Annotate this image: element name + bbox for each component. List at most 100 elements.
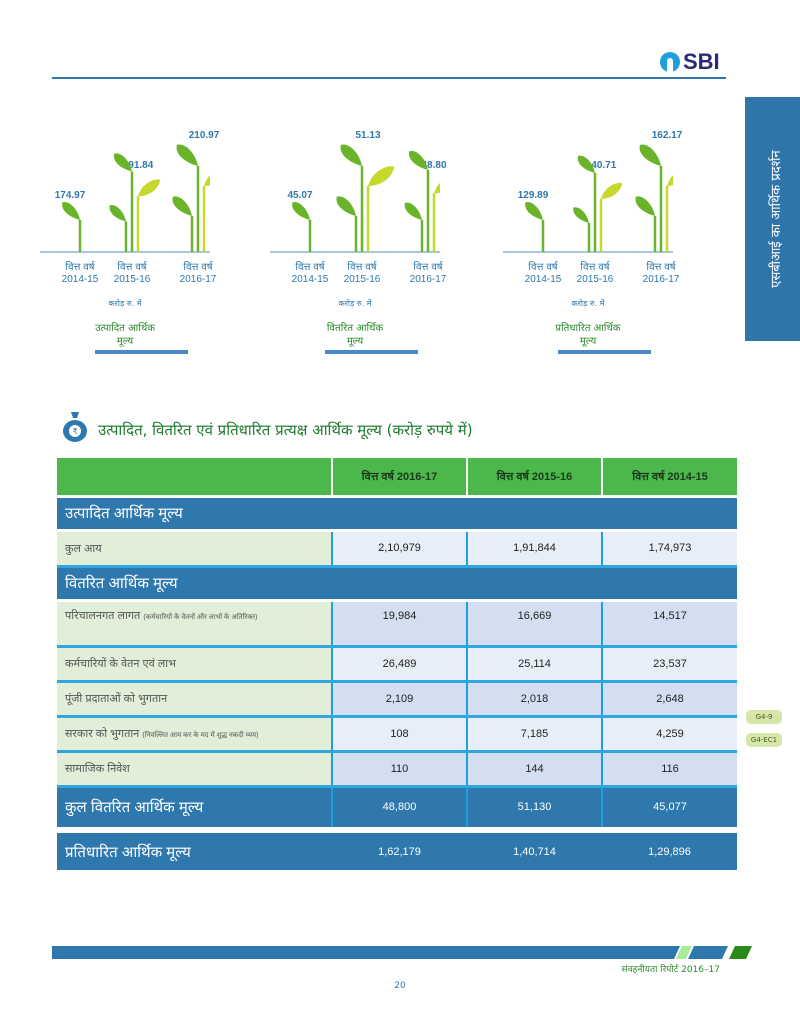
value-label: 140.71	[585, 160, 617, 171]
year-label: 2014-15	[291, 274, 329, 285]
section-generated: उत्पादित आर्थिक मूल्य	[57, 496, 737, 532]
leaf	[204, 175, 210, 186]
section-distributed: वितरित आर्थिक मूल्य	[57, 566, 737, 602]
page-number: 20	[394, 981, 406, 991]
plant-mark-2016-17	[404, 150, 440, 252]
plant-mark-2014-15	[62, 202, 82, 252]
leaf	[525, 202, 543, 220]
cell: 23,537	[602, 646, 737, 683]
plant-graphic	[270, 144, 440, 253]
year-label: 2016-17	[409, 274, 447, 285]
plant-mark-2016-17	[172, 144, 210, 252]
year-prefix: वित्त वर्ष	[528, 262, 558, 273]
value-label: 51.13	[355, 130, 381, 141]
year-prefix: वित्त वर्ष	[183, 262, 213, 273]
table-header-row: वित्त वर्ष 2016-17 वित्त वर्ष 2015-16 वि…	[57, 458, 737, 498]
section-row: वितरित आर्थिक मूल्य	[57, 566, 737, 602]
side-tab-label: एसबीआई का आर्थिक प्रदर्शन	[769, 150, 784, 288]
plant-graphic	[503, 144, 673, 253]
plant-graphic	[40, 144, 210, 253]
leaf	[109, 205, 126, 222]
cell: 2,10,979	[332, 530, 468, 568]
plant-mark-2015-16	[336, 144, 395, 252]
side-tab: एसबीआई का आर्थिक प्रदर्शन	[745, 97, 800, 341]
row-label-text: सरकार को भुगतान	[65, 728, 140, 740]
leaf	[138, 179, 161, 197]
unit-label: करोड़ रु. में	[108, 299, 142, 308]
cell: 16,669	[467, 600, 603, 648]
leaf	[635, 196, 655, 216]
plant-mark-2015-16	[109, 153, 161, 252]
header-rule	[52, 77, 726, 79]
year-tick: वित्त वर्ष 2015-16	[570, 262, 620, 286]
year-tick: वित्त वर्ष 2015-16	[337, 262, 387, 286]
retained-row: प्रतिधारित आर्थिक मूल्य 1,62,179 1,40,71…	[57, 827, 737, 870]
year-label: 2016-17	[179, 274, 217, 285]
row-label: सरकार को भुगतान (निवल्लित आय कर के मद मे…	[57, 716, 333, 753]
section-row: उत्पादित आर्थिक मूल्य	[57, 496, 737, 532]
row-label: प्रतिधारित आर्थिक मूल्य	[57, 827, 332, 870]
chart-title: प्रतिधारित आर्थिक मूल्य	[555, 323, 621, 347]
table-row: पूंजी प्रदाताओं को भुगतान 2,109 2,018 2,64…	[57, 681, 737, 718]
economic-value-table: वित्त वर्ष 2016-17 वित्त वर्ष 2015-16 वि…	[57, 458, 737, 870]
svg-text:₹: ₹	[72, 427, 77, 436]
sbi-logo: SBI	[660, 48, 720, 76]
cell: 1,29,896	[602, 827, 737, 870]
leaf	[667, 175, 673, 186]
table-row: सामाजिक निवेश 110 144 116	[57, 751, 737, 788]
logo-text: SBI	[683, 49, 720, 74]
row-label: कुल वितरित आर्थिक मूल्य	[57, 786, 333, 832]
year-prefix: वित्त वर्ष	[65, 262, 95, 273]
value-label: 210.97	[188, 130, 220, 141]
year-label: 2015-16	[576, 274, 614, 285]
cell: 2,648	[602, 681, 737, 718]
value-label: 48.80	[421, 160, 447, 171]
leaf	[340, 144, 362, 166]
header-2014-15: वित्त वर्ष 2014-15	[602, 458, 737, 498]
gri-tag: G4-9	[746, 710, 782, 724]
leaf	[176, 144, 198, 166]
row-label-text: परिचालनगत लागत	[65, 609, 141, 622]
year-tick: वित्त वर्ष 2014-15	[55, 262, 105, 286]
cell: 25,114	[467, 646, 603, 683]
year-tick: वित्त वर्ष 2016-17	[403, 262, 453, 286]
cell: 14,517	[602, 600, 737, 648]
sbi-keyhole-icon	[660, 52, 680, 72]
leaf	[172, 196, 192, 216]
cell: 48,800	[332, 786, 468, 832]
year-label: 2014-15	[61, 274, 99, 285]
cell: 110	[332, 751, 468, 788]
leaf	[292, 202, 310, 220]
row-label: सामाजिक निवेश	[57, 751, 333, 788]
year-prefix: वित्त वर्ष	[580, 262, 610, 273]
year-label: 2015-16	[113, 274, 151, 285]
leaf	[368, 166, 395, 186]
title-underline	[95, 350, 188, 354]
cell: 19,984	[332, 600, 468, 648]
money-bag-icon: ₹	[63, 412, 87, 442]
table-row: परिचालनगत लागत (कर्मचारियों के वेतनों और…	[57, 600, 737, 648]
value-label: 162.17	[651, 130, 683, 141]
cell: 2,109	[332, 681, 468, 718]
leaf	[434, 183, 440, 194]
year-prefix: वित्त वर्ष	[295, 262, 325, 273]
header-2016-17: वित्त वर्ष 2016-17	[332, 458, 468, 498]
year-tick: वित्त वर्ष 2014-15	[518, 262, 568, 286]
plant-mark-2014-15	[525, 202, 545, 252]
row-label: कुल आय	[57, 530, 333, 568]
row-label-text: पूंजी प्रदाताओं को भुगतान	[65, 693, 168, 705]
cell: 1,74,973	[602, 530, 737, 568]
value-label: 129.89	[517, 190, 549, 201]
cell: 26,489	[332, 646, 468, 683]
unit-label: करोड़ रु. में	[338, 299, 372, 308]
leaf	[601, 182, 623, 199]
leaf	[408, 150, 428, 171]
gri-tag: G4-EC1	[746, 733, 782, 747]
year-tick: वित्त वर्ष 2016-17	[636, 262, 686, 286]
cell: 116	[602, 751, 737, 788]
value-label: 45.07	[287, 190, 313, 201]
leaf	[62, 202, 80, 220]
cell: 1,62,179	[332, 827, 467, 870]
row-label: पूंजी प्रदाताओं को भुगतान	[57, 681, 333, 718]
section-title: उत्पादित, वितरित एवं प्रतिधारित प्रत्यक्…	[98, 421, 473, 439]
